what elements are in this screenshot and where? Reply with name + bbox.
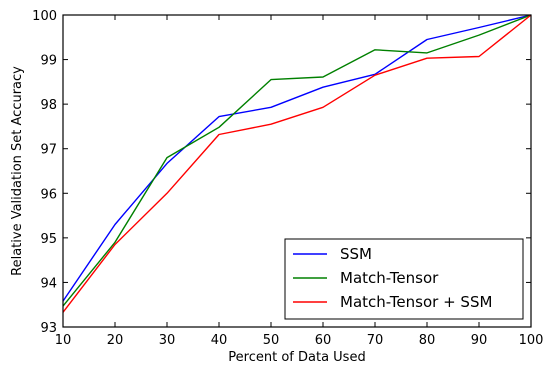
x-tick-label: 60 (315, 333, 332, 348)
series-line-2 (62, 14, 532, 313)
x-tick-label: 40 (211, 333, 228, 348)
y-tick-label: 97 (40, 143, 57, 158)
x-axis-label: Percent of Data Used (228, 350, 365, 365)
x-tick-label: 100 (519, 333, 544, 348)
x-tick-label: 90 (471, 333, 488, 348)
x-tick-label: 20 (107, 333, 124, 348)
y-tick-label: 100 (32, 9, 57, 24)
tick-layer: 10 20 30 40 50 60 70 80 90 100 93 94 95 96 97 98 99 100 (32, 9, 543, 348)
series-line-1 (62, 14, 532, 307)
y-tick-label: 98 (40, 98, 57, 113)
legend-label-1: Match-Tensor (340, 269, 439, 287)
y-tick-label: 96 (40, 187, 57, 202)
legend: SSM Match-Tensor Match-Tensor + SSM (284, 238, 524, 320)
y-tick-label: 95 (40, 232, 57, 247)
x-tick-label: 80 (419, 333, 436, 348)
x-tick-label: 50 (263, 333, 280, 348)
x-tick-label: 70 (367, 333, 384, 348)
legend-label-2: Match-Tensor + SSM (340, 293, 492, 311)
x-tick-label: 30 (159, 333, 176, 348)
series-layer (62, 14, 532, 313)
series-line-0 (62, 14, 532, 302)
y-axis-label: Relative Validation Set Accuracy (10, 66, 25, 276)
plot-area-frame (62, 14, 532, 328)
legend-label-0: SSM (340, 245, 372, 263)
legend-box (284, 238, 524, 320)
y-tick-label: 99 (40, 54, 57, 69)
y-tick-label: 94 (40, 276, 57, 291)
y-tick-label: 93 (40, 321, 57, 336)
x-tick-label: 10 (55, 333, 72, 348)
